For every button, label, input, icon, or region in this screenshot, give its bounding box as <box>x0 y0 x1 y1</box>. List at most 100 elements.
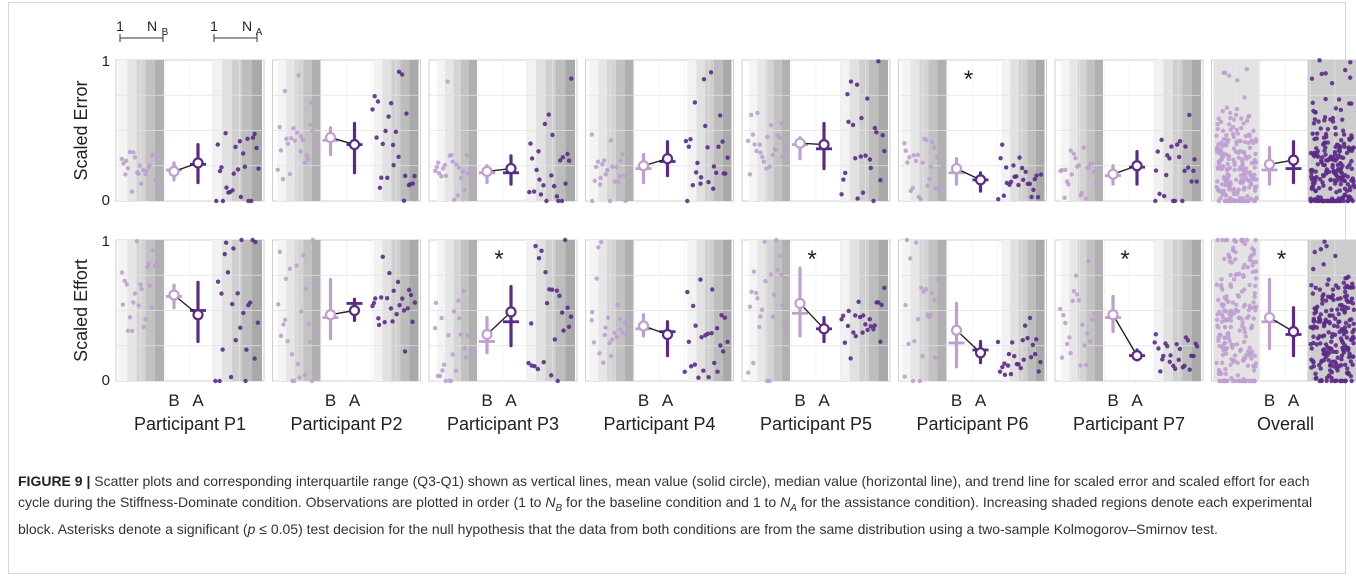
baseline-point <box>314 329 319 335</box>
baseline-point <box>932 297 937 303</box>
baseline-point <box>277 124 282 130</box>
baseline-point <box>1241 274 1246 279</box>
assistance-point <box>1323 96 1328 102</box>
baseline-point <box>1252 165 1258 170</box>
baseline-point <box>605 315 611 320</box>
baseline-point <box>752 142 757 147</box>
baseline-point <box>309 378 315 384</box>
baseline-point <box>440 166 446 171</box>
baseline-point <box>918 196 923 202</box>
baseline-point <box>1243 334 1249 339</box>
assistance-point <box>843 170 848 176</box>
bracket-label-na-sub: A <box>256 27 263 38</box>
assistance-point <box>1023 169 1028 174</box>
baseline-point <box>617 316 623 322</box>
baseline-point <box>935 276 940 282</box>
assistance-point <box>1312 249 1317 255</box>
baseline-point <box>1224 105 1230 110</box>
baseline-point <box>455 193 461 198</box>
baseline-point <box>1240 237 1245 243</box>
baseline-point <box>1071 151 1077 156</box>
assistance-point <box>1333 172 1339 177</box>
assistance-point <box>863 322 868 327</box>
assistance-point <box>238 194 244 200</box>
assistance-point <box>244 347 249 352</box>
assistance-point <box>1020 177 1026 183</box>
assistance-point <box>1333 106 1339 111</box>
assistance-point <box>1309 346 1314 351</box>
baseline-point <box>623 198 628 204</box>
assistance-point <box>711 186 716 191</box>
assistance-point <box>390 319 395 324</box>
baseline-point <box>122 278 127 284</box>
baseline-point <box>1085 331 1090 336</box>
baseline-mean-marker <box>950 162 963 175</box>
assistance-point <box>1186 165 1191 170</box>
assistance-mean-marker <box>1287 154 1300 166</box>
assistance-point <box>1339 137 1344 143</box>
baseline-point <box>1219 189 1225 194</box>
assistance-point <box>1333 343 1338 348</box>
caption-text-4: ≤ 0.05) test decision for the null hypot… <box>255 520 1218 537</box>
assistance-point <box>1342 310 1347 315</box>
assistance-point <box>243 378 248 384</box>
caption-text-1: Scatter plots and corresponding interqua… <box>18 473 1310 510</box>
baseline-point <box>1234 378 1239 384</box>
baseline-point <box>906 341 911 347</box>
baseline-point <box>1251 316 1256 321</box>
baseline-point <box>138 282 143 287</box>
assistance-point <box>533 243 538 249</box>
assistance-point <box>695 160 700 166</box>
assistance-point <box>1329 346 1334 352</box>
assistance-point <box>698 181 703 186</box>
baseline-point <box>1224 378 1229 384</box>
panel-3-effort <box>428 237 578 384</box>
baseline-point <box>1247 282 1252 288</box>
baseline-point <box>931 145 937 150</box>
baseline-point <box>146 261 151 266</box>
assistance-point <box>1315 336 1321 341</box>
assistance-point <box>402 173 408 179</box>
assistance-point <box>237 139 243 144</box>
baseline-point <box>1224 132 1229 138</box>
assistance-point <box>1032 176 1037 182</box>
baseline-point <box>1224 237 1230 243</box>
baseline-point <box>1245 194 1250 199</box>
baseline-point <box>1079 190 1085 196</box>
assistance-point <box>1317 58 1322 63</box>
assistance-point <box>1326 358 1331 363</box>
assistance-point <box>1347 184 1353 190</box>
assistance-point <box>1169 144 1174 149</box>
baseline-point <box>1224 137 1229 142</box>
baseline-point <box>1223 309 1229 314</box>
baseline-point <box>1214 317 1220 322</box>
assistance-point <box>230 188 235 193</box>
baseline-point <box>923 287 929 292</box>
assistance-point <box>220 347 225 352</box>
assistance-point <box>1008 371 1014 377</box>
baseline-point <box>462 187 467 193</box>
baseline-point <box>1228 127 1233 132</box>
baseline-point <box>911 152 916 158</box>
assistance-point <box>1339 338 1345 344</box>
baseline-point <box>451 309 457 314</box>
assistance-point <box>723 171 728 176</box>
baseline-point <box>278 148 284 153</box>
baseline-point <box>1252 160 1257 165</box>
baseline-point <box>608 138 614 143</box>
baseline-point <box>1236 271 1242 277</box>
assistance-point <box>1346 354 1352 360</box>
assistance-point <box>714 326 720 331</box>
assistance-point <box>554 288 560 293</box>
assistance-point <box>563 181 568 186</box>
assistance-point <box>395 279 401 285</box>
baseline-point <box>780 154 785 160</box>
assistance-point <box>1339 353 1345 358</box>
baseline-point <box>933 186 938 191</box>
baseline-point <box>1247 345 1252 350</box>
assistance-point <box>546 112 551 117</box>
caption-p: p <box>247 520 256 537</box>
assistance-point <box>375 99 381 104</box>
baseline-point <box>1084 362 1089 368</box>
baseline-mean-marker <box>794 137 806 149</box>
